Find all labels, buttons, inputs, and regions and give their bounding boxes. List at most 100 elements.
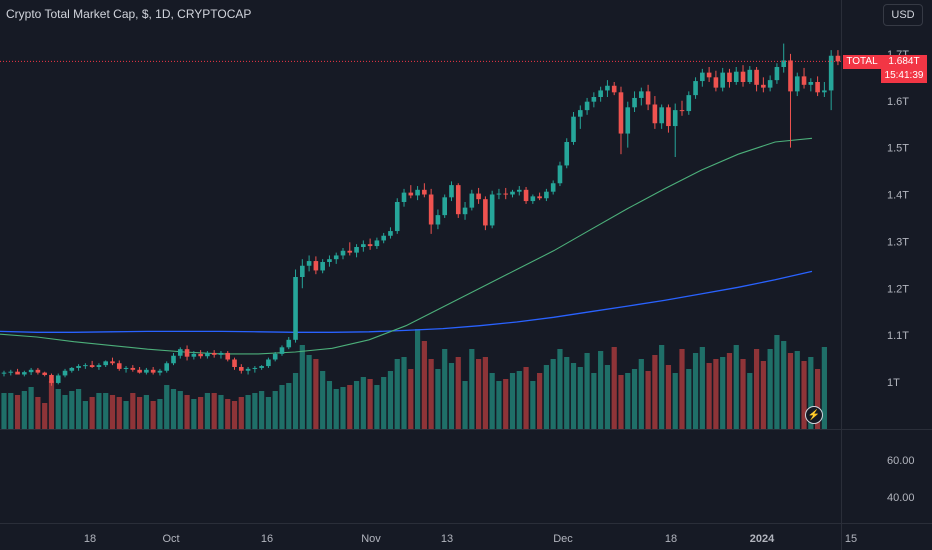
volume-bar: [347, 385, 353, 429]
candle-body: [340, 250, 346, 256]
candle-body: [754, 69, 759, 85]
candle-body: [605, 85, 610, 91]
volume-bar: [442, 349, 448, 429]
candle-body: [266, 359, 271, 367]
volume-bar: [482, 357, 488, 429]
candle-body: [313, 261, 319, 271]
candle-body: [49, 374, 54, 383]
candle-body: [632, 97, 637, 108]
volume-bar: [774, 335, 780, 429]
x-tick-label: Nov: [361, 533, 381, 545]
volume-bar: [184, 395, 190, 429]
y-tick-label: 1.1T: [887, 330, 909, 342]
volume-bar: [692, 353, 699, 429]
volume-bar: [530, 381, 536, 429]
volume-bar: [421, 341, 427, 429]
candle-body: [89, 365, 95, 367]
y-tick-label: 1T: [887, 377, 900, 389]
candle-body: [645, 91, 651, 105]
volume-bar: [259, 391, 265, 429]
candle-body: [177, 349, 183, 356]
candle-body: [35, 369, 41, 373]
candle-body: [191, 353, 197, 357]
candle-body: [22, 372, 27, 375]
axes: 1.7T1.6T1.5T1.4T1.3T1.2T1.1T1T60.0040.00…: [0, 49, 915, 545]
candle-body: [286, 339, 292, 348]
candle-body: [422, 189, 427, 195]
volume-bar: [401, 357, 407, 429]
candle-body: [42, 372, 47, 375]
candle-body: [55, 375, 61, 383]
candle-body: [767, 80, 773, 88]
volume-bar: [781, 341, 787, 429]
volume-bar: [631, 369, 638, 429]
candle-body: [116, 363, 122, 369]
volume-bar: [726, 353, 733, 429]
volume-bar: [306, 355, 312, 429]
volume-bar: [374, 385, 380, 429]
volume-bar: [28, 387, 34, 429]
candle-body: [530, 196, 536, 202]
candle-body: [449, 185, 454, 198]
volume-bar: [414, 329, 421, 429]
volume-bar: [82, 401, 88, 429]
volume-bar: [801, 361, 807, 429]
volume-bar: [326, 381, 333, 429]
candle-body: [137, 369, 142, 373]
volume-bar: [231, 401, 238, 429]
volume-bar: [1, 393, 7, 429]
candle-body: [367, 244, 373, 247]
candle-body: [361, 244, 366, 247]
candle-body: [625, 107, 631, 134]
volume-bar: [198, 397, 204, 429]
candle-body: [720, 72, 725, 88]
volume-bar: [353, 381, 360, 429]
candle-body: [794, 76, 800, 92]
volume-bar: [245, 395, 251, 429]
volume-bar: [286, 383, 292, 429]
x-tick-label: 16: [261, 533, 273, 545]
volume-bar: [367, 379, 373, 429]
candle-body: [8, 371, 14, 373]
volume-bar: [577, 367, 583, 429]
volume-bar: [116, 397, 122, 429]
candle-body: [144, 369, 149, 373]
volume-bar: [787, 353, 794, 429]
volume-bar: [55, 389, 61, 429]
candle-body: [639, 91, 644, 98]
volume-bar: [679, 349, 685, 429]
candle-body: [544, 191, 549, 199]
candle-body: [666, 107, 671, 127]
volume-bar: [543, 365, 549, 429]
candle-body: [578, 110, 583, 117]
volume-bar: [455, 357, 461, 429]
y-tick-label: 1.6T: [887, 96, 909, 108]
x-tick-label: 13: [441, 533, 453, 545]
volume-bar: [14, 395, 21, 429]
candle-body: [733, 71, 739, 82]
volume-bar: [204, 393, 210, 429]
candle-body: [828, 55, 834, 91]
ma-short-line: [0, 137, 813, 355]
candle-body: [611, 85, 617, 93]
candle-body: [510, 191, 515, 195]
candle-body: [394, 202, 400, 232]
candle-body: [469, 193, 475, 208]
y-tick-label: 1.5T: [887, 143, 909, 155]
volume-bar: [62, 395, 68, 429]
candle-body: [591, 97, 597, 102]
volume-bar: [109, 395, 116, 429]
volume-bar: [320, 371, 326, 429]
volume-bar: [143, 395, 149, 429]
volume-bar: [394, 359, 400, 429]
candle-body: [245, 368, 251, 371]
currency-button[interactable]: USD: [883, 4, 923, 26]
lightning-icon[interactable]: ⚡: [805, 406, 823, 424]
volume-bar: [123, 401, 129, 429]
volume-bar: [598, 351, 604, 429]
volume-bar: [170, 389, 177, 429]
volume-axis-label: 40.00: [887, 492, 915, 504]
candle-body: [333, 255, 339, 260]
candle-body: [83, 365, 88, 367]
